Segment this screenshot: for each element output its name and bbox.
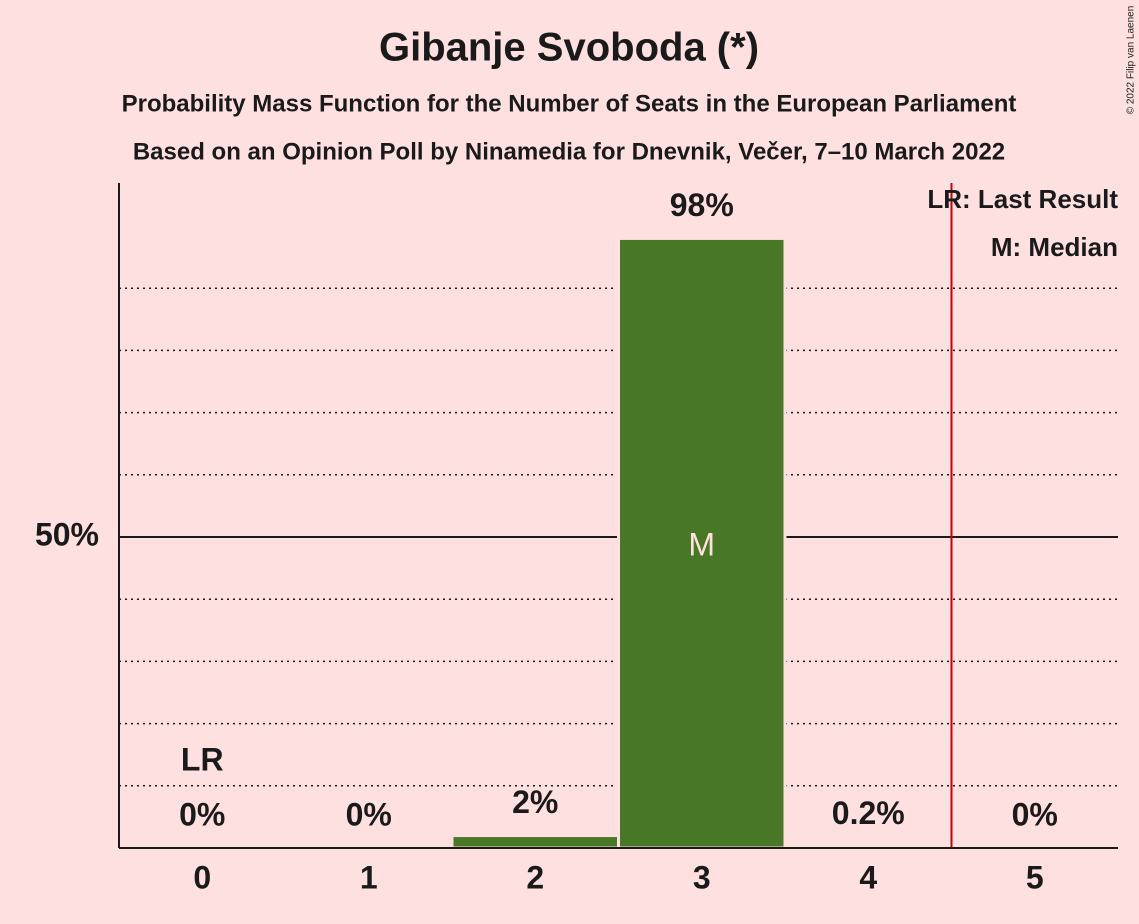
x-tick-label: 0 [193,859,211,895]
bar [450,834,620,850]
value-label: 98% [670,187,734,223]
y-tick-label: 50% [35,516,99,552]
value-label: 0% [179,796,225,832]
x-tick-label: 1 [360,859,378,895]
value-label: 0.2% [832,795,905,831]
chart-subtitle: Probability Mass Function for the Number… [122,90,1017,117]
chart-title: Gibanje Svoboda (*) [379,26,759,70]
value-label: 2% [512,784,558,820]
value-label: 0% [346,796,392,832]
value-label: 0% [1012,796,1058,832]
chart-subtitle: Based on an Opinion Poll by Ninamedia fo… [133,138,1005,165]
copyright: © 2022 Filip van Laenen [1126,6,1137,115]
legend-entry: LR: Last Result [927,184,1118,214]
x-tick-label: 5 [1026,859,1044,895]
median-label: M [688,527,715,563]
x-tick-label: 2 [526,859,544,895]
last-result-label: LR [181,741,224,777]
x-tick-label: 3 [693,859,711,895]
x-tick-label: 4 [859,859,877,895]
bar [617,236,787,850]
legend-entry: M: Median [991,232,1118,262]
